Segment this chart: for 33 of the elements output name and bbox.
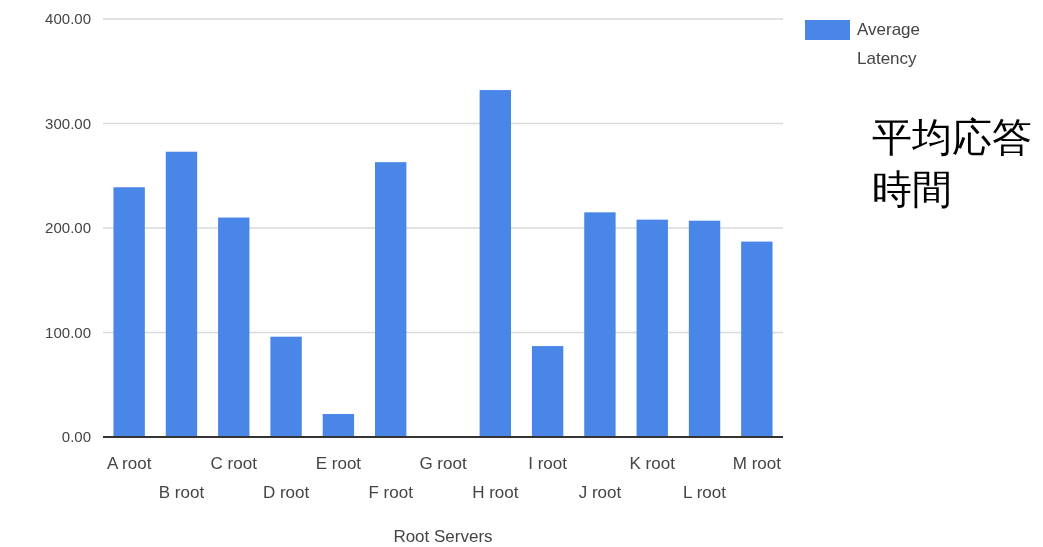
bar [741, 241, 773, 437]
x-tick-label: J root [578, 483, 622, 502]
x-tick-label: L root [683, 483, 727, 502]
y-tick-label: 400.00 [45, 10, 91, 27]
x-tick-label: G root [419, 454, 467, 473]
bar [218, 217, 250, 437]
x-tick-label: A root [106, 454, 152, 473]
bar [375, 162, 407, 437]
bar [113, 187, 145, 437]
y-tick-label: 300.00 [45, 114, 91, 132]
x-tick-label: K root [629, 454, 676, 473]
bar [584, 212, 616, 437]
bar [636, 219, 668, 437]
y-tick-label: 200.00 [45, 219, 91, 236]
y-tick-label: 100.00 [45, 323, 91, 341]
text: 平均応答時間 [872, 114, 1033, 214]
x-tick-label: B root [158, 483, 205, 502]
bar [479, 90, 511, 437]
bar [165, 151, 198, 437]
x-tick-label: D root [262, 483, 310, 502]
x-tick-label: E root [315, 454, 362, 473]
legend-label: Average Latency [857, 20, 921, 68]
x-tick-label: M root [732, 454, 782, 473]
x-axis-title: Root Servers [393, 527, 493, 546]
x-tick-label: I root [528, 454, 568, 473]
bar [688, 220, 721, 437]
x-tick-label: H root [472, 483, 519, 502]
bar [270, 336, 302, 437]
x-tick-label: F root [368, 483, 414, 502]
x-tick-label: C root [210, 454, 258, 473]
bar [531, 346, 564, 437]
bar [322, 414, 355, 437]
y-tick-label: 0.00 [61, 428, 91, 445]
